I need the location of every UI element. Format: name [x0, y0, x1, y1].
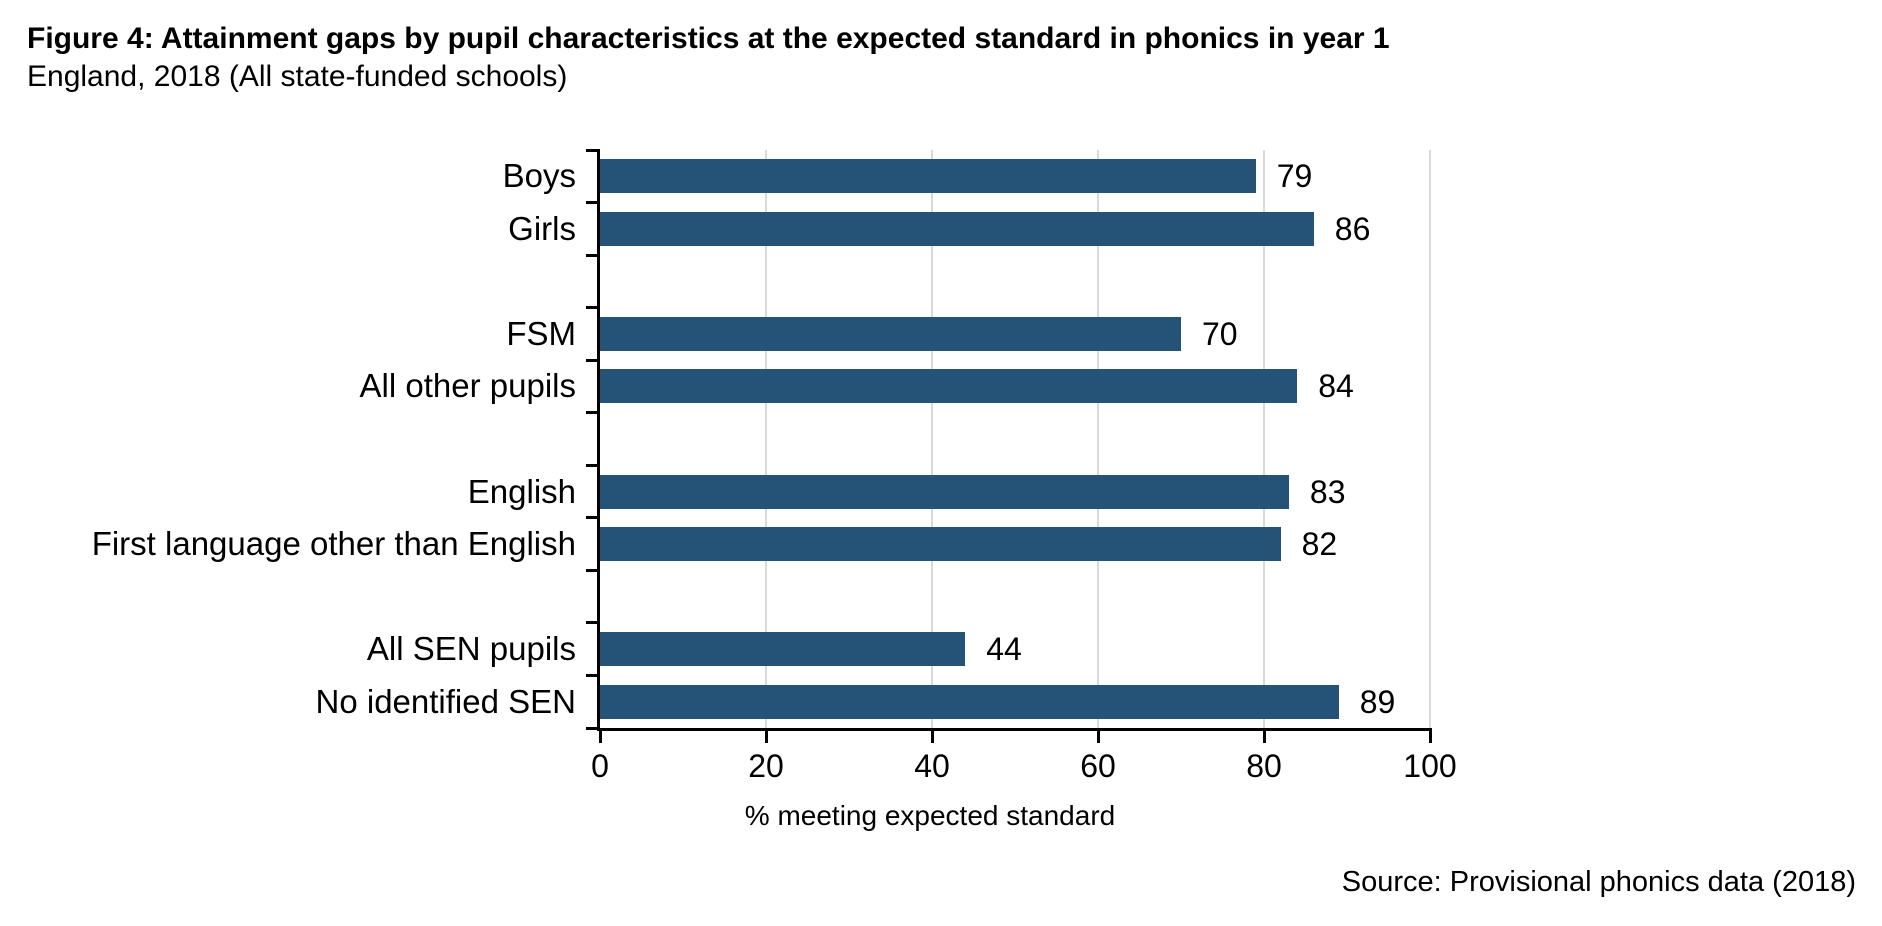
y-axis-tick: [586, 726, 600, 730]
y-axis-tick: [586, 568, 600, 572]
x-axis-tick-label: 20: [748, 748, 784, 784]
y-axis-tick: [586, 411, 600, 415]
bar-value-label: 44: [986, 631, 1022, 668]
bar-value-label: 89: [1359, 683, 1396, 720]
gridline: [1429, 150, 1431, 728]
x-axis-title: % meeting expected standard: [744, 800, 1116, 831]
x-axis-tick: [930, 728, 934, 743]
bar: [600, 474, 1289, 509]
x-axis-tick: [1428, 728, 1432, 743]
bar: [600, 369, 1298, 404]
bar: [600, 684, 1339, 719]
y-axis-line: [597, 150, 600, 731]
bar-value-label: 84: [1318, 368, 1354, 405]
category-label: All other pupils: [359, 367, 576, 405]
gridline: [765, 150, 767, 728]
x-axis-tick-label: 100: [1403, 748, 1457, 784]
y-axis-tick: [586, 463, 600, 467]
chart-title: Figure 4: Attainment gaps by pupil chara…: [27, 22, 1390, 55]
x-axis-tick-label: 0: [591, 748, 609, 784]
y-axis-tick: [586, 148, 600, 152]
x-axis-tick: [1262, 728, 1266, 743]
x-axis-tick-label: 40: [914, 748, 950, 784]
bar: [600, 527, 1281, 562]
bar-value-label: 82: [1301, 526, 1338, 563]
bar-value-label: 70: [1202, 315, 1238, 352]
bar-value-label: 83: [1309, 473, 1346, 510]
category-label: Girls: [508, 209, 576, 247]
gridline: [931, 150, 933, 728]
category-label: No identified SEN: [315, 682, 576, 720]
x-axis-tick: [598, 728, 602, 743]
y-axis-tick: [586, 516, 600, 520]
y-axis-tick: [586, 673, 600, 677]
category-label: FSM: [506, 314, 576, 352]
y-axis-tick: [586, 201, 600, 205]
y-axis-tick: [586, 358, 600, 362]
chart-subtitle: England, 2018 (All state-funded schools): [27, 60, 568, 93]
bar: [600, 159, 1256, 194]
x-axis-tick-label: 60: [1080, 748, 1116, 784]
source-note: Source: Provisional phonics data (2018): [1341, 866, 1856, 898]
y-axis-tick: [586, 253, 600, 257]
bar: [600, 316, 1181, 351]
x-axis-tick: [1096, 728, 1100, 743]
bar: [600, 632, 966, 667]
y-axis-tick: [586, 621, 600, 625]
bar-value-label: 86: [1334, 210, 1371, 247]
category-label: First language other than English: [91, 525, 576, 563]
x-axis-tick-label: 80: [1246, 748, 1282, 784]
x-axis-tick: [764, 728, 768, 743]
gridline: [1097, 150, 1099, 728]
category-label: English: [467, 472, 576, 510]
x-axis-line: [597, 728, 1432, 731]
category-label: Boys: [502, 157, 576, 195]
gridline: [1263, 150, 1265, 728]
category-label: All SEN pupils: [366, 630, 576, 668]
y-axis-tick: [586, 306, 600, 310]
bar-value-label: 79: [1276, 158, 1313, 195]
bar: [600, 211, 1314, 246]
